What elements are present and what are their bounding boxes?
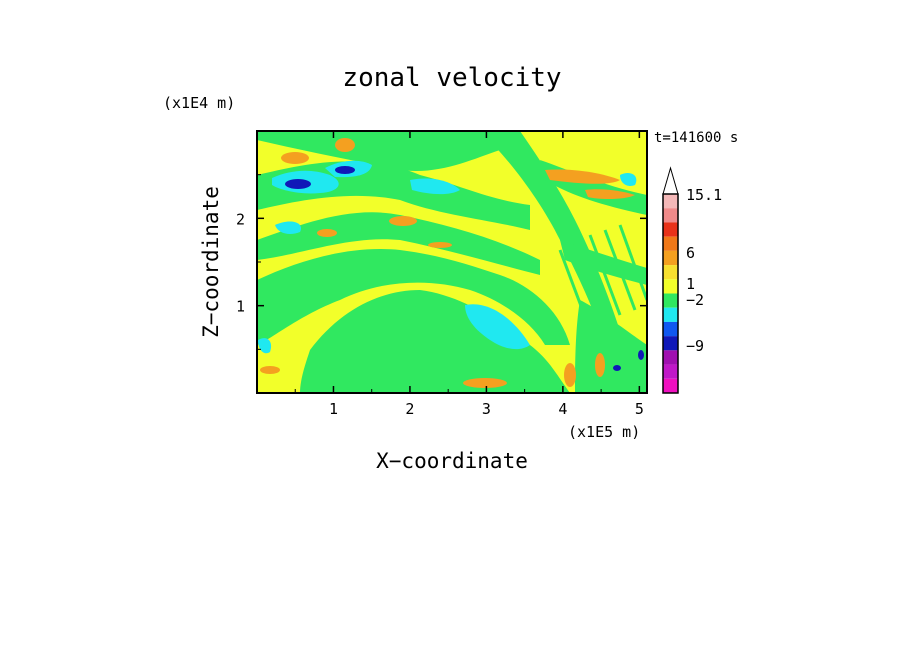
colorbar-swatch xyxy=(663,378,678,393)
colorbar-swatch xyxy=(663,208,678,223)
wave-striations xyxy=(558,224,647,331)
x-unit-label: (x1E5 m) xyxy=(568,423,640,441)
chart-title: zonal velocity xyxy=(342,63,561,93)
colorbar-arrow xyxy=(662,166,679,195)
negative-strong-cores xyxy=(285,166,644,371)
colorbar-swatch xyxy=(663,293,678,308)
colorbar-label: 6 xyxy=(686,244,695,262)
x-tick-label: 3 xyxy=(482,400,491,418)
x-tick-label: 1 xyxy=(329,400,338,418)
positive-weak-regions xyxy=(260,138,635,388)
colorbar-swatch xyxy=(663,265,678,280)
x-tick-label: 4 xyxy=(558,400,567,418)
y-axis-title: Z−coordinate xyxy=(199,186,223,338)
negative-mid-regions xyxy=(258,160,637,354)
colorbar-swatch xyxy=(663,250,678,266)
negative-weak-regions xyxy=(257,131,647,393)
colorbar-swatch xyxy=(663,321,678,337)
y-tick-label: 1 xyxy=(236,298,245,316)
colorbar-swatch xyxy=(663,364,678,379)
colorbar-swatch xyxy=(663,194,678,209)
colorbar-label: −2 xyxy=(686,291,704,309)
colorbar-swatch xyxy=(663,222,678,237)
colorbar-swatch xyxy=(663,236,678,251)
contour-field xyxy=(257,131,647,393)
colorbar-label: −9 xyxy=(686,337,704,355)
colorbar-swatch xyxy=(663,336,678,351)
colorbar-frame xyxy=(662,193,679,394)
x-tick-label: 2 xyxy=(405,400,414,418)
colorbar: 15.1 6 1−2 −9 xyxy=(662,166,722,394)
colorbar-swatch xyxy=(663,307,678,322)
colorbar-swatch xyxy=(663,279,678,294)
time-label: t=141600 s xyxy=(654,130,738,146)
y-tick-label: 2 xyxy=(236,210,245,228)
colorbar-label: 15.1 xyxy=(686,186,722,204)
x-tick-label: 5 xyxy=(635,400,644,418)
y-unit-label: (x1E4 m) xyxy=(163,94,235,112)
colorbar-label: 1 xyxy=(686,275,695,293)
x-axis: 1 2 3 4 5 xyxy=(294,131,644,418)
x-axis-title: X−coordinate xyxy=(376,449,528,473)
y-axis: 12 xyxy=(236,174,647,350)
colorbar-swatch xyxy=(663,350,678,365)
